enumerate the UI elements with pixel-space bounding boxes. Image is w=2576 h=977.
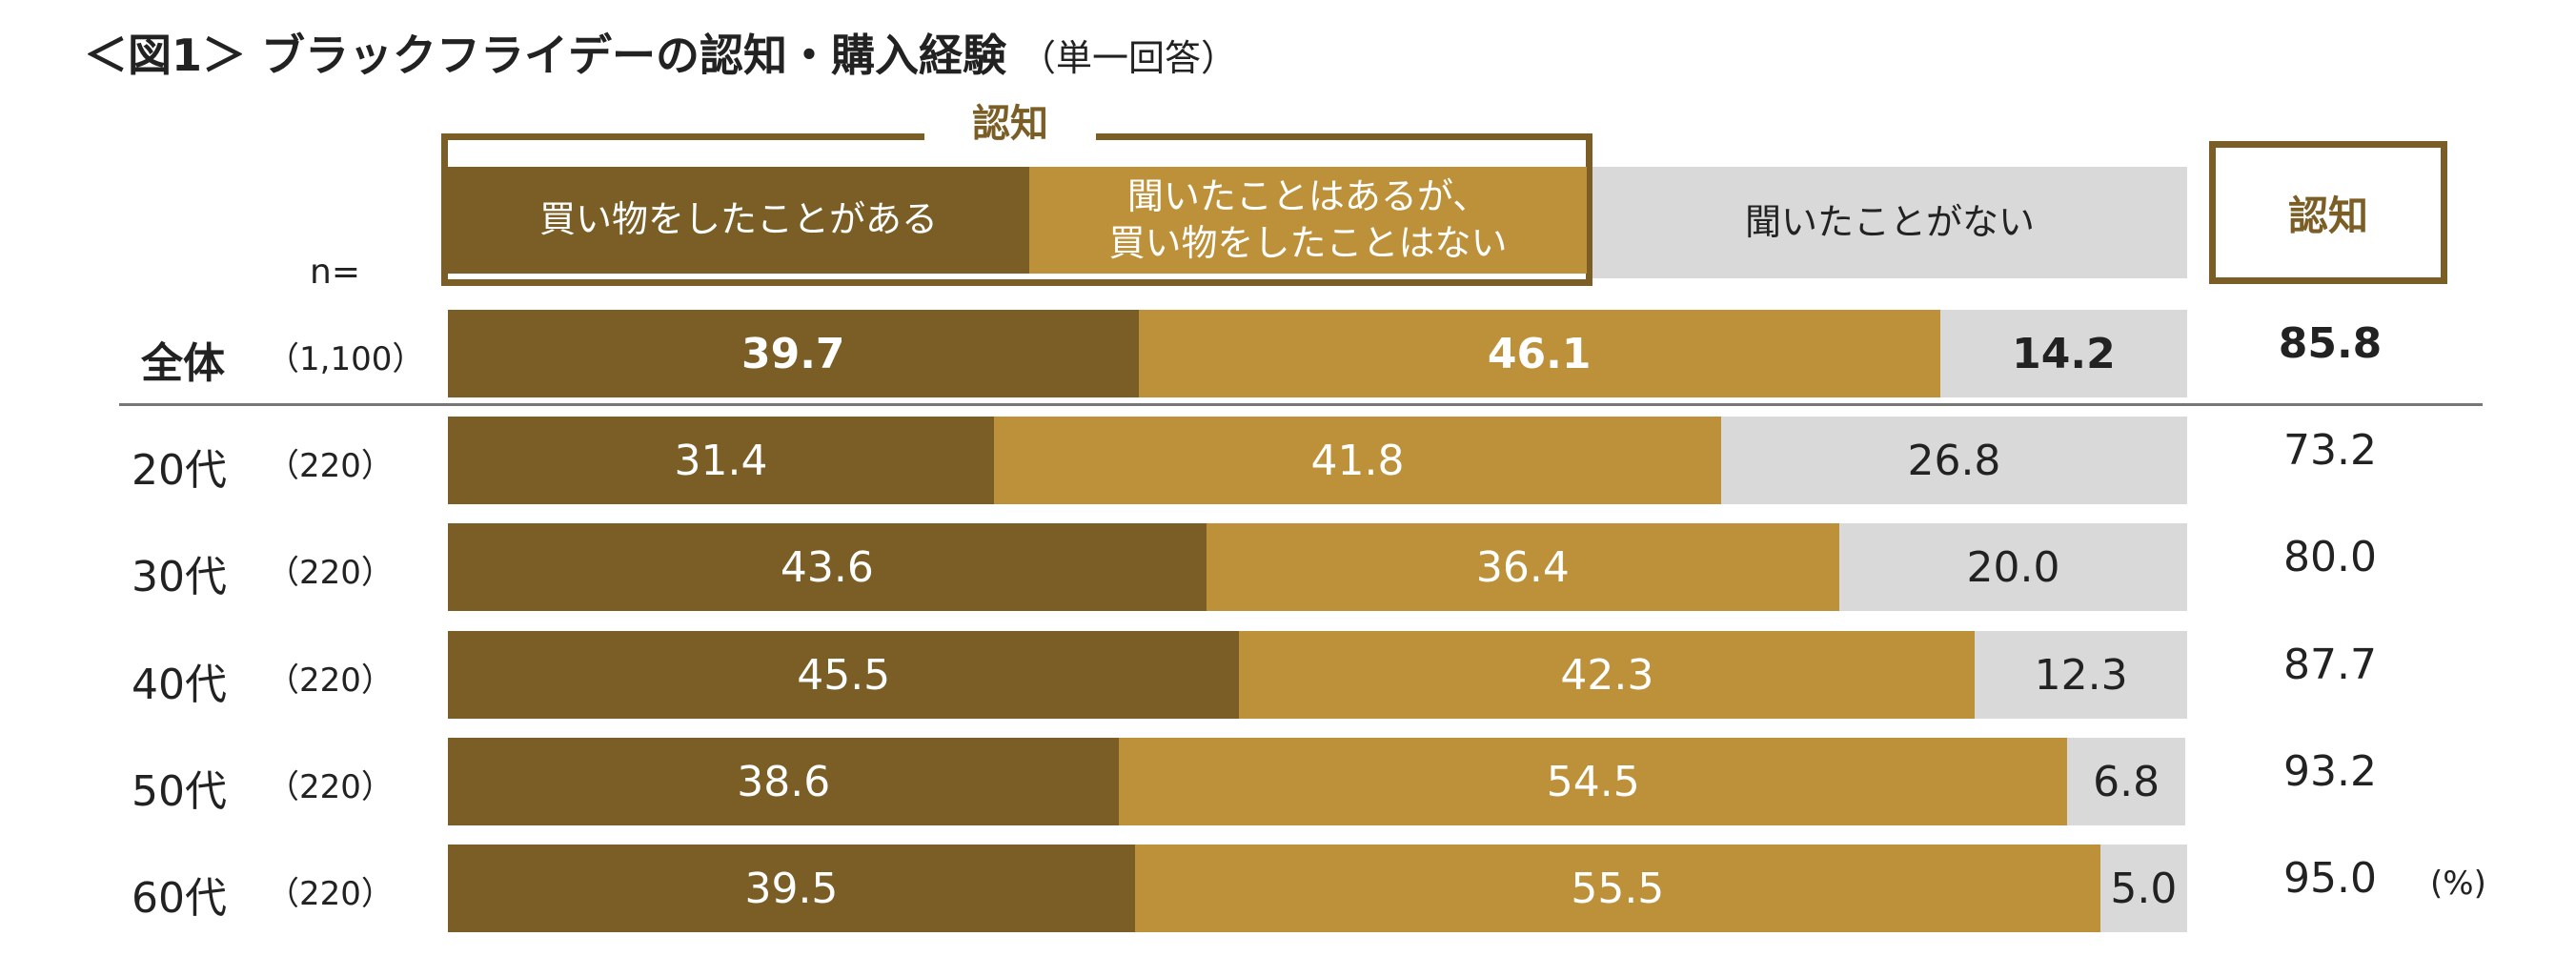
bar-segment: 31.4	[448, 417, 994, 504]
row-sample-size: （220）	[267, 546, 394, 593]
data-label: 55.5	[1571, 865, 1664, 913]
data-label: 41.8	[1310, 437, 1404, 485]
legend-never-heard: 聞いたことがない	[1592, 167, 2187, 278]
data-label: 20.0	[1967, 543, 2060, 592]
data-label: 46.1	[1488, 330, 1592, 378]
stacked-bar: 45.5 42.3 12.3	[448, 631, 2187, 719]
data-label: 12.3	[2035, 651, 2128, 700]
bar-segment: 26.8	[1721, 417, 2187, 504]
stacked-bar: 31.4 41.8 26.8	[448, 417, 2187, 504]
row-sample-size: （220）	[267, 439, 394, 486]
awareness-total-value: 80.0	[2235, 533, 2425, 581]
awareness-total-header: 認知	[2209, 141, 2447, 284]
bar-segment: 54.5	[1119, 738, 2067, 825]
row-sample-size: （1,100）	[267, 333, 424, 379]
data-label: 54.5	[1547, 758, 1640, 806]
awareness-total-value: 95.0	[2235, 854, 2425, 903]
bar-segment: 41.8	[994, 417, 1721, 504]
awareness-total-value: 85.8	[2235, 319, 2425, 368]
bar-segment: 5.0	[2100, 845, 2187, 932]
bar-segment: 43.6	[448, 523, 1207, 611]
row-sample-size: （220）	[267, 761, 394, 807]
data-label: 45.5	[797, 651, 890, 700]
row-label: 60代	[132, 864, 227, 925]
data-label: 39.7	[741, 330, 845, 378]
divider-line	[119, 403, 2483, 406]
legend-never-heard-label: 聞いたことがない	[1745, 199, 2035, 246]
legend-bought: 買い物をしたことがある	[448, 167, 1029, 274]
bar-segment: 42.3	[1239, 631, 1975, 719]
awareness-total-value: 73.2	[2235, 426, 2425, 475]
stacked-bar: 39.5 55.5 5.0	[448, 845, 2187, 932]
stacked-bar: 38.6 54.5 6.8	[448, 738, 2187, 825]
chart-title-note: （単一回答）	[1020, 37, 1237, 79]
sample-size-header: n=	[310, 253, 360, 292]
data-label: 26.8	[1907, 437, 2000, 485]
bar-segment: 36.4	[1207, 523, 1839, 611]
data-label: 39.5	[744, 865, 838, 913]
row-label: 50代	[132, 757, 227, 818]
bar-segment: 12.3	[1975, 631, 2187, 719]
stacked-bar: 43.6 36.4 20.0	[448, 523, 2187, 611]
row-label: 30代	[132, 542, 227, 603]
chart-title: ＜図1＞ ブラックフライデーの認知・購入経験 （単一回答）	[84, 21, 1237, 84]
stacked-bar: 39.7 46.1 14.2	[448, 310, 2187, 397]
data-label: 38.6	[737, 758, 830, 806]
legend-heard-not-bought-label: 聞いたことはあるが、 買い物をしたことはない	[1108, 173, 1507, 268]
bar-segment: 55.5	[1135, 845, 2100, 932]
data-label: 43.6	[781, 543, 874, 592]
row-label: 20代	[132, 436, 227, 497]
bar-segment: 39.5	[448, 845, 1135, 932]
bar-segment: 38.6	[448, 738, 1119, 825]
data-label: 31.4	[675, 437, 768, 485]
legend-heard-not-bought: 聞いたことはあるが、 買い物をしたことはない	[1029, 167, 1587, 274]
data-label: 36.4	[1476, 543, 1570, 592]
data-label: 5.0	[2110, 865, 2177, 913]
awareness-total-value: 87.7	[2235, 641, 2425, 689]
data-label: 14.2	[2012, 330, 2116, 378]
row-label: 40代	[132, 650, 227, 711]
bar-segment: 39.7	[448, 310, 1139, 397]
unit-label: (%)	[2430, 865, 2486, 903]
row-label: 全体	[141, 329, 225, 390]
data-label: 6.8	[2093, 758, 2160, 806]
bar-segment: 6.8	[2067, 738, 2185, 825]
bar-segment: 20.0	[1839, 523, 2187, 611]
bar-segment: 14.2	[1940, 310, 2187, 397]
legend-bought-label: 買い物をしたことがある	[539, 196, 938, 243]
bar-segment: 46.1	[1139, 310, 1940, 397]
chart-title-text: ＜図1＞ ブラックフライデーの認知・購入経験	[84, 30, 1006, 81]
awareness-group-label: 認知	[924, 92, 1096, 149]
data-label: 42.3	[1560, 651, 1653, 700]
row-sample-size: （220）	[267, 654, 394, 701]
bar-segment: 45.5	[448, 631, 1239, 719]
row-sample-size: （220）	[267, 867, 394, 914]
awareness-total-value: 93.2	[2235, 747, 2425, 796]
